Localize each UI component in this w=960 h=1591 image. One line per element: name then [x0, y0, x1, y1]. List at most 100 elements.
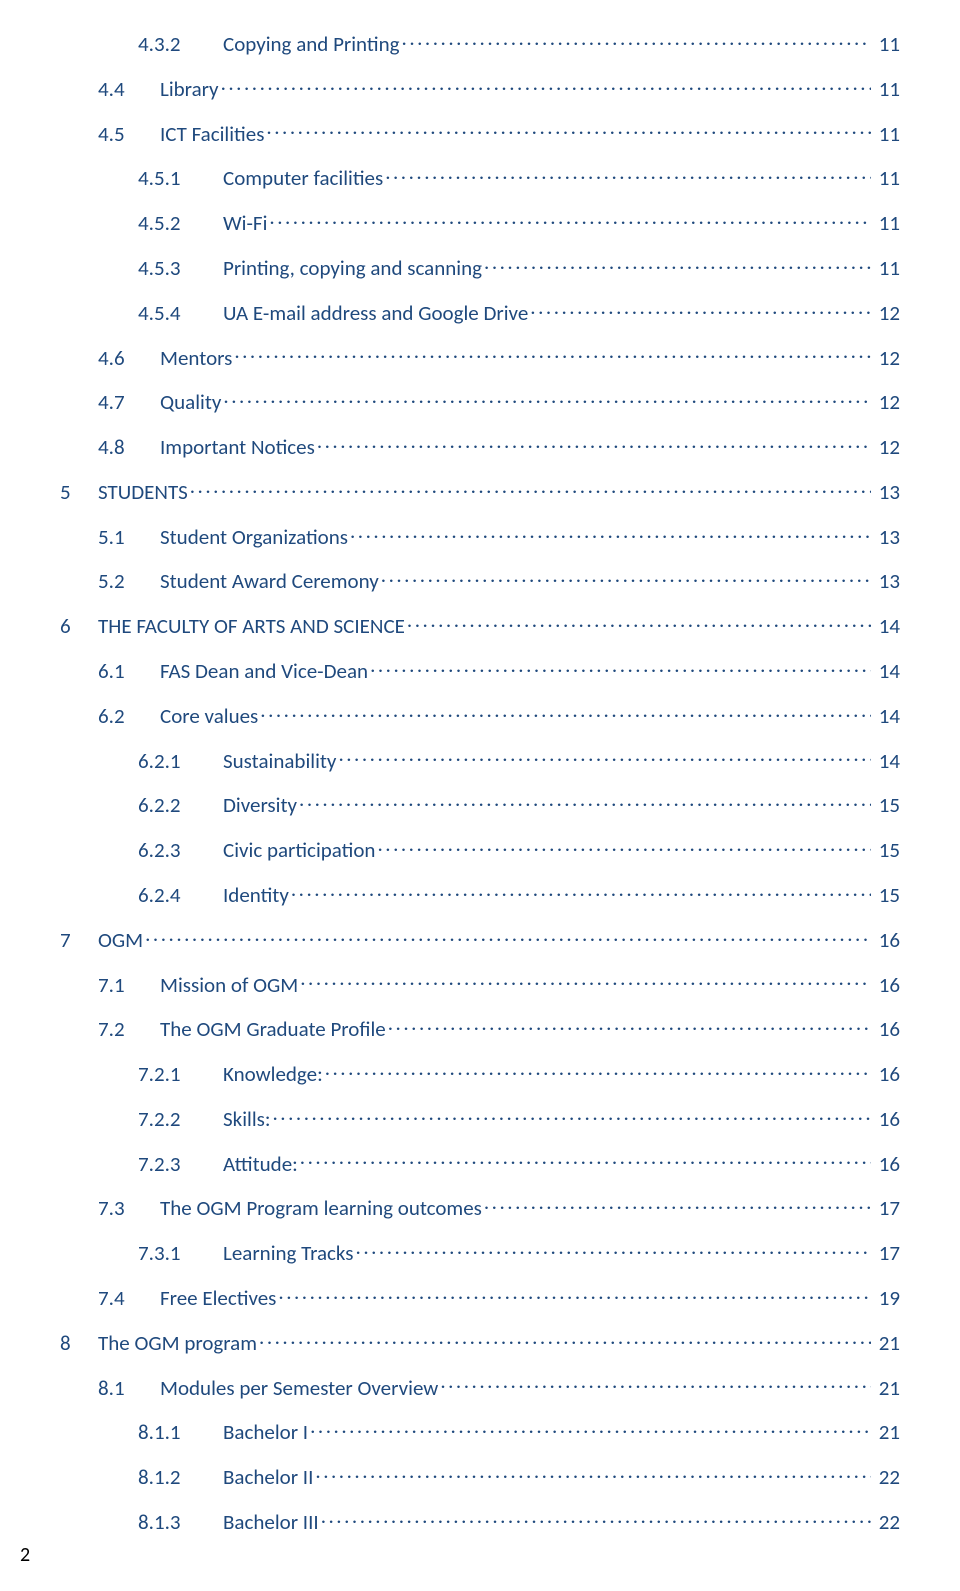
toc-entry-page: 16: [875, 1152, 900, 1177]
toc-entry[interactable]: 4.7Quality12: [60, 386, 900, 415]
toc-entry-number: 4.4: [98, 77, 160, 102]
toc-entry[interactable]: 6.2.3Civic participation15: [60, 834, 900, 863]
toc-entry[interactable]: 7.4Free Electives19: [60, 1282, 900, 1311]
toc-entry-title: The OGM Graduate Profile: [160, 1017, 386, 1042]
toc-entry-page: 15: [875, 838, 900, 863]
toc-entry-page: 11: [875, 122, 900, 147]
toc-entry-number: 8.1.2: [138, 1465, 223, 1490]
toc-entry[interactable]: 4.3.2Copying and Printing11: [60, 28, 900, 57]
toc-entry-title: Wi-Fi: [223, 211, 267, 236]
toc-entry-number: 6: [60, 614, 98, 639]
toc-entry-page: 12: [875, 435, 900, 460]
toc-entry-number: 4.8: [98, 435, 160, 460]
toc-entry[interactable]: 7.2.2Skills:16: [60, 1103, 900, 1132]
toc-entry[interactable]: 7.2The OGM Graduate Profile16: [60, 1013, 900, 1042]
toc-entry[interactable]: 7.3The OGM Program learning outcomes 17: [60, 1192, 900, 1221]
toc-entry[interactable]: 7.3.1Learning Tracks 17: [60, 1237, 900, 1266]
toc-entry[interactable]: 4.5.3Printing, copying and scanning11: [60, 252, 900, 281]
toc-leader-dots: [291, 879, 871, 902]
toc-entry-number: 8.1.1: [138, 1420, 223, 1445]
toc-entry-page: 11: [875, 211, 900, 236]
toc-leader-dots: [385, 162, 871, 185]
toc-entry-number: 7.3: [98, 1196, 160, 1221]
toc-entry-title: Important Notices: [160, 435, 315, 460]
toc-entry[interactable]: 7.2.3Attitude:16: [60, 1148, 900, 1177]
toc-entry-number: 4.3.2: [138, 32, 223, 57]
toc-entry-title: Student Organizations: [160, 525, 348, 550]
toc-entry-page: 22: [875, 1510, 900, 1535]
toc-entry-title: Core values: [160, 704, 258, 729]
toc-entry[interactable]: 8.1.2Bachelor II22: [60, 1461, 900, 1490]
toc-entry[interactable]: 6.2Core values14: [60, 700, 900, 729]
toc-entry-number: 4.7: [98, 390, 160, 415]
toc-entry[interactable]: 5.2Student Award Ceremony13: [60, 565, 900, 594]
toc-entry-page: 16: [875, 928, 900, 953]
toc-entry-page: 16: [875, 973, 900, 998]
toc-entry-page: 21: [875, 1420, 900, 1445]
toc-entry-page: 17: [875, 1241, 900, 1266]
toc-entry-page: 11: [875, 256, 900, 281]
toc-entry-number: 7.2: [98, 1017, 160, 1042]
toc-entry-page: 11: [875, 166, 900, 191]
toc-leader-dots: [325, 1058, 871, 1081]
toc-entry-number: 4.6: [98, 346, 160, 371]
toc-entry-title: FAS Dean and Vice-Dean: [160, 659, 368, 684]
toc-entry-number: 4.5: [98, 122, 160, 147]
toc-entry[interactable]: 8.1Modules per Semester Overview 21: [60, 1371, 900, 1400]
toc-list: 4.3.2Copying and Printing114.4Library114…: [60, 28, 900, 1535]
toc-leader-dots: [259, 1327, 871, 1350]
toc-entry[interactable]: 6THE FACULTY OF ARTS AND SCIENCE14: [60, 610, 900, 639]
toc-entry-number: 7.2.1: [138, 1062, 223, 1087]
toc-entry[interactable]: 6.2.4Identity15: [60, 879, 900, 908]
toc-entry[interactable]: 6.2.2Diversity15: [60, 789, 900, 818]
toc-entry-number: 5: [60, 480, 98, 505]
toc-leader-dots: [223, 386, 870, 409]
toc-entry-page: 13: [875, 569, 900, 594]
toc-entry[interactable]: 5.1Student Organizations13: [60, 521, 900, 550]
toc-entry-page: 21: [875, 1376, 900, 1401]
toc-leader-dots: [350, 521, 871, 544]
toc-entry[interactable]: 7.2.1Knowledge:16: [60, 1058, 900, 1087]
toc-entry-number: 8.1: [98, 1376, 160, 1401]
toc-entry-number: 6.1: [98, 659, 160, 684]
toc-entry[interactable]: 4.8Important Notices 12: [60, 431, 900, 460]
toc-leader-dots: [377, 834, 870, 857]
toc-leader-dots: [299, 789, 871, 812]
toc-entry-page: 14: [875, 749, 900, 774]
toc-entry[interactable]: 8.1.1Bachelor I21: [60, 1416, 900, 1445]
toc-leader-dots: [273, 1103, 871, 1126]
toc-entry[interactable]: 4.5ICT Facilities11: [60, 118, 900, 147]
toc-entry[interactable]: 4.5.4UA E-mail address and Google Drive1…: [60, 297, 900, 326]
toc-entry[interactable]: 6.1FAS Dean and Vice-Dean14: [60, 655, 900, 684]
page-number: 2: [20, 1543, 30, 1567]
toc-entry[interactable]: 4.4Library11: [60, 73, 900, 102]
toc-leader-dots: [266, 118, 870, 141]
toc-entry-number: 7.1: [98, 973, 160, 998]
toc-entry-title: Learning Tracks: [223, 1241, 354, 1266]
toc-entry[interactable]: 8.1.3Bachelor III22: [60, 1506, 900, 1535]
toc-entry-title: Modules per Semester Overview: [160, 1376, 438, 1401]
toc-entry[interactable]: 8The OGM program21: [60, 1327, 900, 1356]
toc-entry[interactable]: 4.5.2Wi-Fi 11: [60, 207, 900, 236]
toc-entry-number: 7.4: [98, 1286, 160, 1311]
toc-leader-dots: [300, 1148, 871, 1171]
toc-entry-page: 17: [875, 1196, 900, 1221]
toc-entry-number: 5.1: [98, 525, 160, 550]
toc-entry-page: 13: [875, 480, 900, 505]
toc-entry-number: 7.3.1: [138, 1241, 223, 1266]
toc-entry[interactable]: 7OGM16: [60, 924, 900, 953]
toc-entry-title: The OGM program: [98, 1331, 257, 1356]
toc-entry-number: 6.2.1: [138, 749, 223, 774]
toc-entry-page: 19: [875, 1286, 900, 1311]
toc-entry-number: 4.5.2: [138, 211, 223, 236]
toc-entry[interactable]: 6.2.1Sustainability14: [60, 745, 900, 774]
toc-entry-title: Quality: [160, 390, 221, 415]
toc-leader-dots: [269, 207, 870, 230]
toc-entry[interactable]: 4.5.1Computer facilities11: [60, 162, 900, 191]
toc-entry[interactable]: 5STUDENTS13: [60, 476, 900, 505]
toc-entry[interactable]: 7.1Mission of OGM16: [60, 968, 900, 997]
toc-entry-title: The OGM Program learning outcomes: [160, 1196, 482, 1221]
toc-entry-title: Library: [160, 77, 219, 102]
toc-entry[interactable]: 4.6Mentors12: [60, 341, 900, 370]
toc-entry-title: Attitude:: [223, 1152, 298, 1177]
